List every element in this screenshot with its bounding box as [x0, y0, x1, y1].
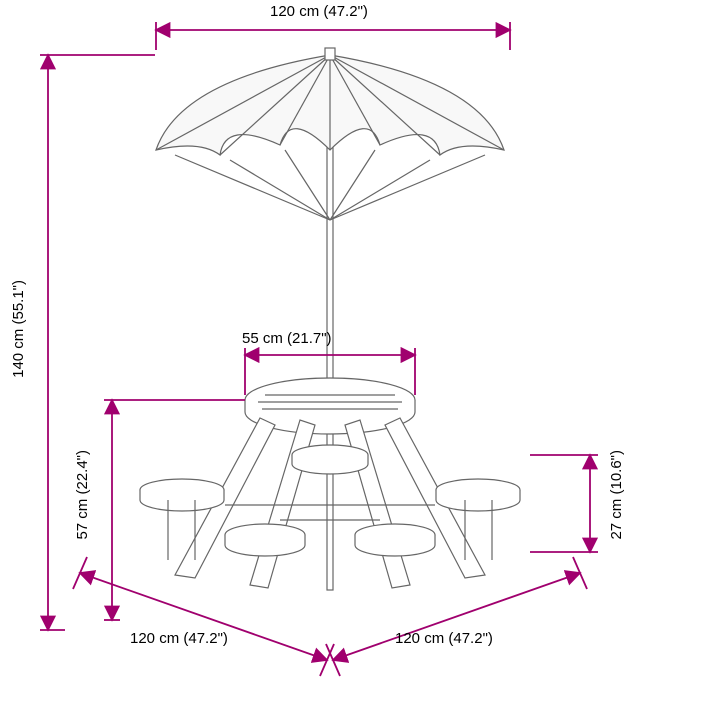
- footprint-width-label: 120 cm (47.2"): [395, 630, 493, 647]
- umbrella-width-label: 120 cm (47.2"): [270, 3, 368, 20]
- product-outline: [140, 48, 520, 590]
- seat-height-label: 27 cm (10.6"): [608, 450, 625, 540]
- diagram-canvas: [0, 0, 705, 705]
- total-height-label: 140 cm (55.1"): [10, 280, 27, 378]
- table-height-label: 57 cm (22.4"): [74, 450, 91, 540]
- footprint-depth-label: 120 cm (47.2"): [130, 630, 228, 647]
- table-diameter-label: 55 cm (21.7"): [242, 330, 332, 347]
